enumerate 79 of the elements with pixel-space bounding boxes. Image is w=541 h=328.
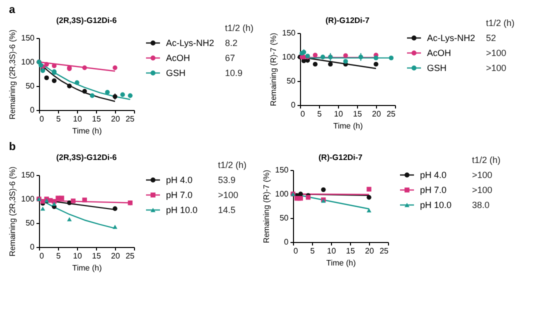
y-tick-label: 100 <box>282 52 296 62</box>
x-axis-title: Time (h) <box>72 126 102 136</box>
x-tick-label: 10 <box>327 246 336 256</box>
y-tick-label: 50 <box>280 214 290 222</box>
x-tick-label: 5 <box>56 114 62 124</box>
text: 10.9 <box>225 68 243 78</box>
text: t1/2 (h) <box>486 18 515 28</box>
x-tick-label: 25 <box>380 246 390 256</box>
x-tick-label: 20 <box>372 110 382 118</box>
x-tick-label: 25 <box>386 110 396 118</box>
text: t1/2 (h) <box>472 155 501 165</box>
x-tick-label: 15 <box>353 110 362 118</box>
text: 53.9 <box>218 175 236 185</box>
x-tick-label: 5 <box>56 252 62 260</box>
x-tick-label: 10 <box>334 110 344 118</box>
legend-label: pH 10.0 <box>420 200 452 210</box>
text: t1/2 (h) <box>218 160 247 170</box>
text: >100 <box>472 170 492 180</box>
x-tick-label: 5 <box>317 110 322 118</box>
legend-label: pH 10.0 <box>166 205 198 215</box>
y-tick-label: 150 <box>282 28 296 38</box>
legend-label: GSH <box>427 63 447 73</box>
text: 52 <box>486 33 496 43</box>
legend-label: pH 4.0 <box>166 175 193 185</box>
y-tick-label: 100 <box>21 58 36 66</box>
x-tick-label: 0 <box>40 252 44 260</box>
text: b <box>9 141 16 153</box>
legend-label: AcOH <box>427 48 452 58</box>
y-tick-label: 50 <box>286 76 296 86</box>
text: >100 <box>486 63 506 73</box>
y-axis-title: Remaining (R)-7 (%) <box>262 169 272 244</box>
y-axis-title: Remaining (2R,3S)-6 (%) <box>8 29 18 120</box>
y-tick-label: 50 <box>26 82 36 90</box>
x-tick-label: 25 <box>126 114 136 124</box>
legend-label: Ac-Lys-NH2 <box>166 38 214 48</box>
y-tick-label: 50 <box>26 218 36 228</box>
text: 8.2 <box>225 38 238 48</box>
legend-label: GSH <box>166 68 186 78</box>
legend-label: pH 7.0 <box>420 185 447 195</box>
y-tick-label: 150 <box>21 34 36 42</box>
y-tick-label: 150 <box>275 166 290 174</box>
y-tick-label: 100 <box>275 190 290 198</box>
text: >100 <box>472 185 492 195</box>
x-tick-label: 0 <box>300 110 306 118</box>
text: 38.0 <box>472 200 490 210</box>
x-tick-label: 15 <box>92 252 102 260</box>
chart-title: (R)-G12Di-7 <box>325 16 370 25</box>
x-tick-label: 10 <box>73 114 82 124</box>
x-tick-label: 15 <box>346 246 356 256</box>
x-tick-label: 5 <box>310 246 316 256</box>
chart-title: (R)-G12Di-7 <box>318 153 364 162</box>
y-tick-label: 0 <box>284 238 290 246</box>
y-tick-label: 150 <box>21 170 36 180</box>
text: 67 <box>225 53 236 63</box>
text: a <box>9 4 16 16</box>
chart-title: (2R,3S)-G12Di-6 <box>56 16 118 26</box>
y-axis-title: Remaining (R)-7 (%) <box>269 32 278 106</box>
x-axis-title: Time (h) <box>326 258 356 268</box>
x-axis-title: Time (h) <box>72 264 102 272</box>
text: t1/2 (h) <box>225 23 254 33</box>
legend-label: Ac-Lys-NH2 <box>427 33 476 43</box>
chart-title: (2R,3S)-G12Di-6 <box>56 153 118 162</box>
x-tick-label: 20 <box>365 246 374 256</box>
x-tick-label: 20 <box>111 114 120 124</box>
x-axis-title: Time (h) <box>333 122 364 130</box>
y-tick-label: 0 <box>291 100 296 110</box>
legend-label: AcOH <box>166 53 190 63</box>
y-axis-title: Remaining (2R,3S)-6 (%) <box>8 166 18 256</box>
legend-label: pH 7.0 <box>166 190 193 200</box>
y-tick-label: 100 <box>21 194 36 204</box>
legend-label: pH 4.0 <box>420 170 447 180</box>
text: >100 <box>486 48 506 58</box>
x-tick-label: 0 <box>40 114 44 124</box>
text: 14.5 <box>218 205 236 215</box>
text: >100 <box>218 190 238 200</box>
x-tick-label: 10 <box>73 252 82 260</box>
x-tick-label: 15 <box>92 114 102 124</box>
x-tick-label: 25 <box>126 252 136 260</box>
x-tick-label: 20 <box>111 252 120 260</box>
